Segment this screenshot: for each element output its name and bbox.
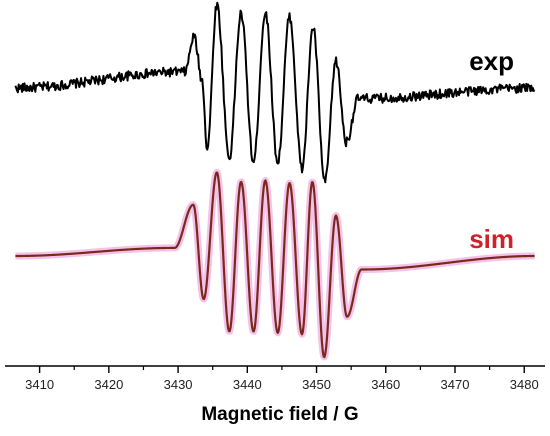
x-axis-title: Magnetic field / G [201,404,358,425]
x-tick-label-3480: 3480 [510,377,539,392]
x-tick-label-3450: 3450 [302,377,331,392]
series-label-layer: exp sim [469,46,514,254]
x-tick-label-3420: 3420 [94,377,123,392]
x-tick-label-3410: 3410 [25,377,54,392]
series-label-exp: exp [469,46,514,76]
series-label-sim: sim [469,224,514,254]
x-tick-label-3470: 3470 [441,377,470,392]
x-tick-label-3430: 3430 [164,377,193,392]
x-tick-label-3460: 3460 [371,377,400,392]
x-axis: 3410 3420 3430 3440 3450 3460 3470 3480 [5,365,545,392]
series-sim-glow [12,169,538,361]
series-exp-line [14,1,536,184]
x-tick-label-3440: 3440 [233,377,262,392]
series-sim-line [15,171,535,359]
series-layer [12,1,538,361]
